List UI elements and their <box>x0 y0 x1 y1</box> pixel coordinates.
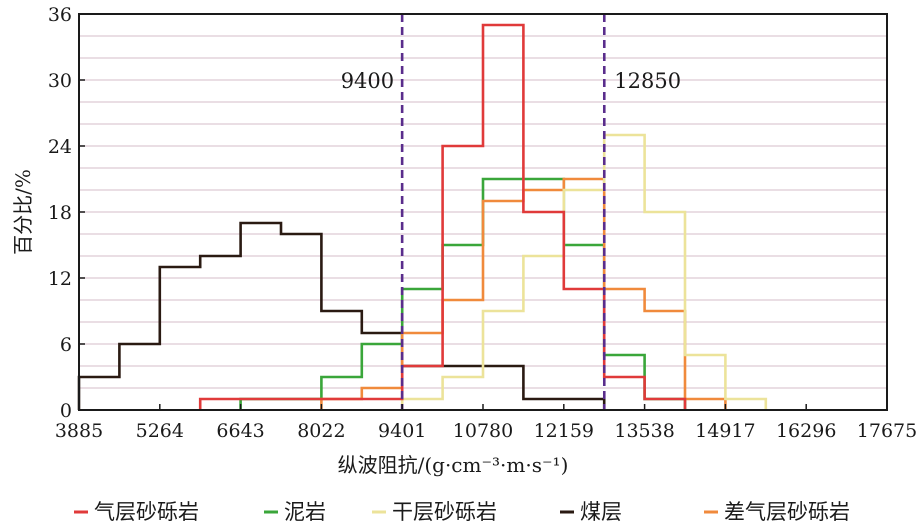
x-tick-label: 6643 <box>216 420 264 442</box>
x-tick-label: 3885 <box>55 420 103 442</box>
legend: 气层砂砾岩 泥岩 干层砂砾岩 煤层 差气层砂砾岩 <box>74 500 850 524</box>
y-tick-label: 30 <box>48 70 72 92</box>
x-axis-title: 纵波阻抗/(g·cm⁻³·m·s⁻¹) <box>338 453 569 477</box>
series-煤层 <box>77 221 606 410</box>
threshold-label-9400: 9400 <box>341 69 394 93</box>
x-tick-label: 8022 <box>297 420 345 442</box>
legend-label-差气层砂砾岩: 差气层砂砾岩 <box>724 500 850 524</box>
x-tick-label: 16296 <box>776 420 836 442</box>
series-干层砂砾岩 <box>400 133 768 410</box>
y-tick-label: 24 <box>48 136 72 158</box>
x-tick-label: 9401 <box>378 420 426 442</box>
y-axis-title: 百分比/% <box>11 169 35 255</box>
legend-label-泥岩: 泥岩 <box>284 500 326 524</box>
legend-label-气层砂砾岩: 气层砂砾岩 <box>94 500 199 524</box>
y-tick-label: 18 <box>48 202 72 224</box>
axis-ticks: 3885 5264 6643 8022 9401 10780 12159 13538 14917… <box>48 4 917 442</box>
series-气层砂砾岩 <box>198 23 687 410</box>
x-tick-label: 13538 <box>614 420 674 442</box>
x-tick-label: 5264 <box>136 420 184 442</box>
threshold-label-12850: 12850 <box>614 69 681 93</box>
legend-label-煤层: 煤层 <box>580 500 622 524</box>
y-tick-label: 0 <box>60 400 72 422</box>
legend-label-干层砂砾岩: 干层砂砾岩 <box>392 500 497 524</box>
x-tick-label: 12159 <box>534 420 594 442</box>
series-泥岩 <box>239 177 687 410</box>
y-tick-label: 12 <box>48 268 72 290</box>
y-tick-label: 36 <box>48 4 72 26</box>
threshold-lines: 9400 12850 <box>341 14 681 410</box>
y-tick-label: 6 <box>60 334 72 356</box>
x-tick-label: 17675 <box>857 420 917 442</box>
x-tick-label: 10780 <box>453 420 513 442</box>
x-tick-label: 14917 <box>695 420 755 442</box>
series-group <box>77 23 768 410</box>
